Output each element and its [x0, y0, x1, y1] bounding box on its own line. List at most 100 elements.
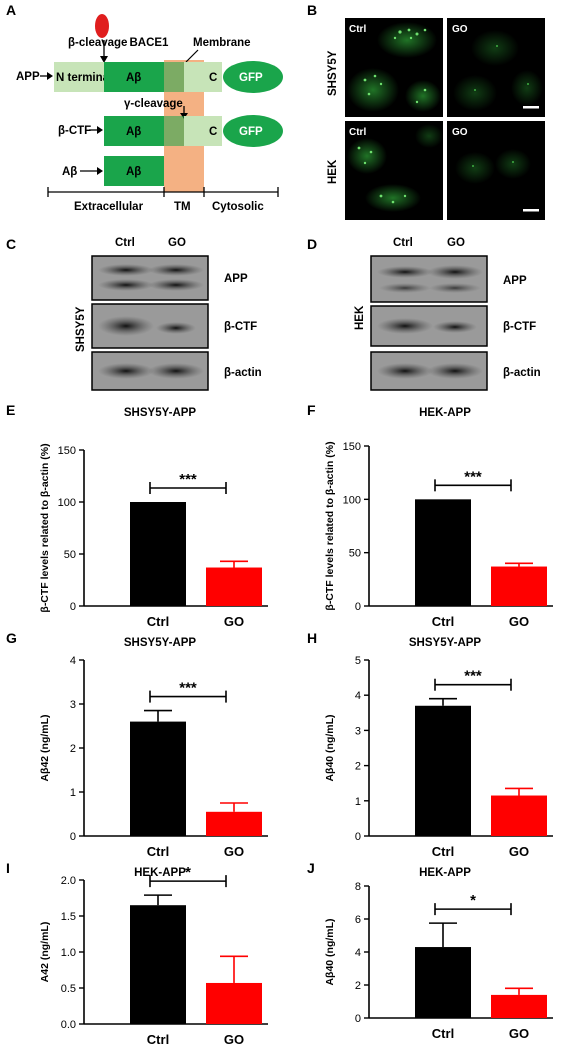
y-tick-label: 2.0	[61, 875, 76, 887]
y-tick-label: 4	[70, 655, 76, 667]
y-tick-label: 5	[355, 655, 361, 667]
y-tick-label: 0.0	[61, 1019, 76, 1031]
x-tick-label: Ctrl	[147, 844, 169, 859]
y-tick-label: 0	[70, 831, 76, 843]
y-tick-label: 4	[355, 947, 361, 959]
bar-go	[491, 566, 547, 606]
blot-app	[91, 255, 209, 301]
app-processing-diagram: β-cleavage BACE1 Membrane APP N terminal …	[16, 14, 283, 213]
y-axis-label: β-CTF levels related to β-actin (%)	[324, 441, 336, 610]
significance-marker: ***	[179, 471, 197, 488]
x-tick-label: GO	[224, 614, 244, 629]
lane-label-ctrl: Ctrl	[115, 237, 135, 249]
panel-letter-c: C	[6, 236, 17, 252]
row-label-hek: HEK	[327, 159, 339, 184]
y-tick-label: 0	[70, 601, 76, 613]
bar-go	[206, 811, 262, 836]
image-label-ctrl: Ctrl	[349, 127, 366, 138]
y-axis-label: Aβ40 (ng/mL)	[324, 918, 336, 985]
ctf-abeta-label: Aβ	[126, 126, 141, 138]
bar-chart-i: HEK-APP A42 (ng/mL) 0.0 0.5 1.0 1.5 2.0 Ctrl GO *	[39, 864, 268, 1047]
x-tick-label: Ctrl	[147, 1032, 169, 1047]
band-label-beta-actin: β-actin	[224, 367, 262, 379]
x-tick-label: GO	[224, 1032, 244, 1047]
bar-chart-e: SHSY5Y-APP β-CTF levels related to β-acti…	[39, 407, 268, 629]
app-abeta-label: Aβ	[126, 72, 141, 84]
bar-ctrl	[130, 721, 186, 836]
y-tick-label: 1	[355, 796, 361, 808]
app-c-block	[184, 62, 222, 92]
x-tick-label: GO	[509, 1026, 529, 1041]
y-tick-label: 2	[70, 743, 76, 755]
significance-marker: ***	[464, 468, 482, 485]
panel-letter-f: F	[307, 402, 316, 418]
bar-chart-h: SHSY5Y-APP Aβ40 (ng/mL) 0 1 2 3 4 5 Ctrl GO ***	[324, 637, 553, 859]
extracellular-label: Extracellular	[74, 201, 144, 213]
x-tick-label: GO	[224, 844, 244, 859]
western-blot-shsy5y: Ctrl GO APP β-CTF β-actin SHSY5Y	[75, 237, 262, 391]
significance-marker: *	[470, 892, 476, 909]
chart-title: SHSY5Y-APP	[409, 637, 482, 649]
blot-app	[370, 255, 488, 303]
x-tick-label: Ctrl	[432, 614, 454, 629]
y-tick-label: 4	[355, 690, 361, 702]
y-tick-label: 2	[355, 980, 361, 992]
lane-label-go: GO	[168, 237, 186, 249]
app-c-label: C	[209, 72, 217, 84]
beta-cleavage-label: β-cleavage BACE1	[68, 37, 169, 49]
band-label-beta-actin: β-actin	[503, 367, 541, 379]
y-tick-label: 0	[355, 1013, 361, 1025]
y-tick-label: 50	[64, 549, 76, 561]
y-tick-label: 0.5	[61, 983, 76, 995]
scale-bar	[523, 209, 539, 212]
n-terminal-label: N terminal	[56, 72, 112, 84]
app-label: APP	[16, 71, 40, 83]
y-tick-label: 150	[58, 445, 76, 457]
bar-chart-j: HEK-APP Aβ40 (ng/mL) 0 2 4 6 8 Ctrl GO *	[324, 867, 553, 1041]
image-label-go: GO	[452, 127, 468, 138]
significance-marker: ***	[464, 668, 482, 685]
ctf-gfp-tag	[223, 115, 283, 147]
tm-label: TM	[174, 201, 191, 213]
bar-ctrl	[130, 905, 186, 1024]
app-gfp-tag	[223, 61, 283, 93]
chart-title: SHSY5Y-APP	[124, 407, 197, 419]
y-tick-label: 1	[70, 787, 76, 799]
lane-label-go: GO	[447, 237, 465, 249]
bar-go	[206, 567, 262, 606]
panel-letter-g: G	[6, 630, 17, 646]
bar-go	[206, 982, 262, 1024]
scale-bar	[523, 106, 539, 109]
app-gfp-label: GFP	[239, 72, 263, 84]
bar-chart-g: SHSY5Y-APP Aβ42 (ng/mL) 0 1 2 3 4 Ctrl GO ***	[39, 637, 268, 859]
panel-letter-h: H	[307, 630, 318, 646]
bar-ctrl	[415, 705, 471, 836]
y-tick-label: 0	[355, 831, 361, 843]
band-label-app: APP	[503, 275, 527, 287]
y-axis-label: A42 (ng/mL)	[39, 922, 51, 983]
y-tick-label: 0	[355, 601, 361, 613]
panel-letter-j: J	[307, 860, 315, 876]
x-tick-label: GO	[509, 614, 529, 629]
chart-title: HEK-APP	[419, 867, 471, 879]
fluorescence-image-grid: Ctrl GO Ctrl GO	[345, 18, 545, 220]
y-tick-label: 6	[355, 914, 361, 926]
significance-marker: ***	[179, 680, 197, 697]
x-tick-label: GO	[509, 844, 529, 859]
x-tick-label: Ctrl	[147, 614, 169, 629]
y-tick-label: 1.5	[61, 911, 76, 923]
bar-go	[491, 795, 547, 836]
gamma-cleavage-label: γ-cleavage	[124, 98, 183, 110]
x-tick-label: Ctrl	[432, 844, 454, 859]
bace1-enzyme	[95, 14, 109, 38]
y-tick-label: 1.0	[61, 947, 76, 959]
y-tick-label: 3	[70, 699, 76, 711]
lane-label-ctrl: Ctrl	[393, 237, 413, 249]
chart-title: HEK-APP	[134, 867, 186, 879]
panel-letter-d: D	[307, 236, 318, 252]
bar-ctrl	[415, 947, 471, 1018]
blot-cell-line-label: SHSY5Y	[75, 306, 87, 352]
row-label-shsy5y: SHSY5Y	[327, 50, 339, 96]
image-row-labels: SHSY5Y HEK	[327, 50, 339, 184]
app-n-terminal-block	[54, 62, 104, 92]
